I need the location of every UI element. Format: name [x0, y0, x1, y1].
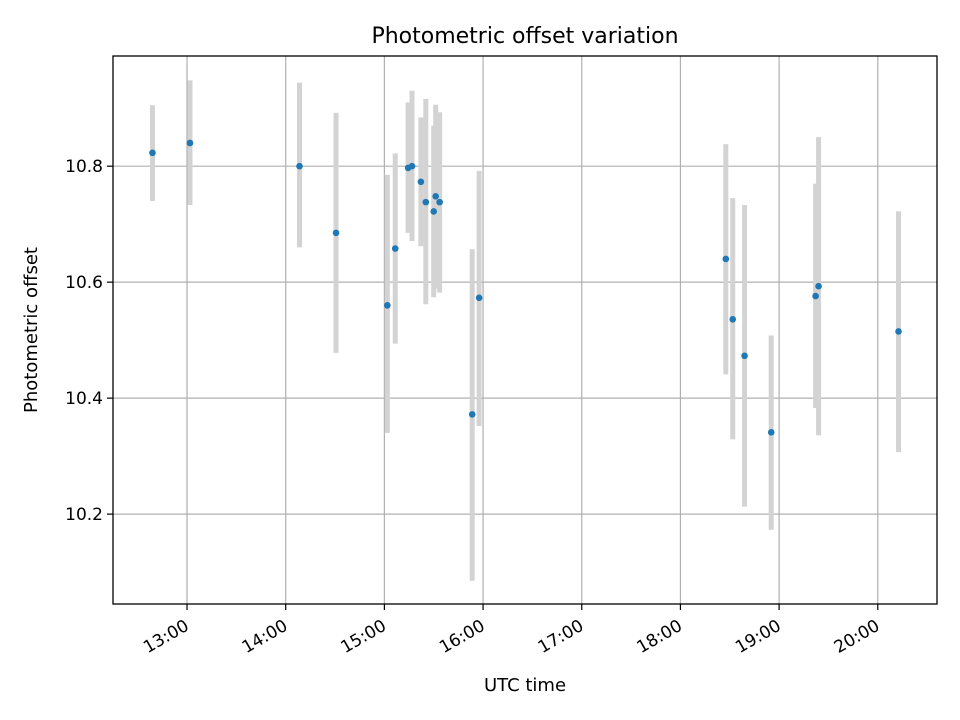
x-tick-label: 17:00 — [535, 616, 587, 658]
chart-title: Photometric offset variation — [371, 24, 678, 49]
data-point — [408, 162, 416, 170]
error-bars — [149, 80, 902, 581]
y-tick-label: 10.8 — [65, 157, 103, 177]
data-point — [729, 315, 737, 323]
x-axis-ticks: 13:00 14:00 15:00 16:00 17:00 18:00 19:00 20:00 — [140, 604, 883, 658]
data-point — [384, 302, 391, 309]
x-tick-label: 19:00 — [732, 616, 784, 658]
data-point — [432, 193, 439, 200]
x-axis-label: UTC time — [484, 675, 566, 696]
data-point — [767, 429, 775, 436]
y-axis-ticks: 10.2 10.4 10.6 10.8 — [65, 157, 113, 525]
data-point — [391, 245, 399, 252]
data-point — [430, 208, 438, 215]
data-point — [296, 162, 303, 170]
data-point — [741, 352, 748, 360]
grid-lines — [113, 56, 937, 604]
data-point — [468, 411, 476, 418]
data-point — [436, 198, 443, 206]
x-tick-label: 20:00 — [831, 616, 883, 658]
data-point — [417, 178, 425, 186]
x-tick-label: 16:00 — [436, 616, 488, 658]
data-point — [812, 292, 819, 300]
data-points — [149, 139, 902, 436]
x-tick-label: 13:00 — [140, 616, 192, 658]
data-point — [475, 294, 483, 302]
data-point — [186, 139, 194, 147]
data-point — [332, 229, 340, 237]
y-tick-label: 10.6 — [65, 273, 103, 293]
y-axis-label: Photometric offset — [21, 247, 42, 413]
data-point — [149, 149, 156, 157]
data-point — [815, 282, 822, 290]
y-tick-label: 10.2 — [65, 505, 103, 525]
x-tick-label: 18:00 — [633, 616, 685, 658]
y-tick-label: 10.4 — [65, 389, 103, 409]
data-point — [722, 255, 730, 263]
plot-frame — [112, 55, 938, 605]
data-point — [895, 328, 902, 335]
x-tick-label: 15:00 — [337, 616, 389, 658]
data-point — [422, 198, 430, 206]
x-tick-label: 14:00 — [239, 616, 291, 658]
